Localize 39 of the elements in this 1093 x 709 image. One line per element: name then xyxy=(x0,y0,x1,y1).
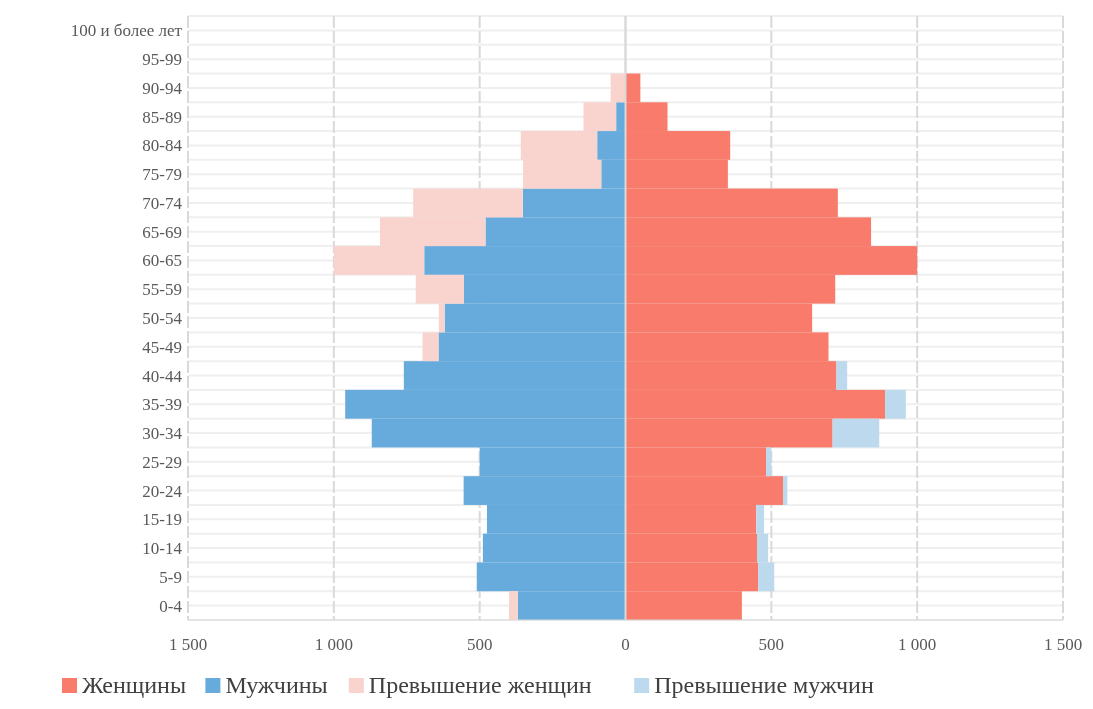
bar xyxy=(509,591,518,620)
y-tick-label: 10-14 xyxy=(142,539,183,559)
y-tick-label: 65-69 xyxy=(142,222,182,242)
y-tick-label: 25-29 xyxy=(142,452,182,472)
x-tick-label: 0 xyxy=(621,635,630,654)
bar xyxy=(885,389,906,419)
bar xyxy=(783,476,788,505)
y-tick-label: 45-49 xyxy=(142,337,182,357)
y-tick-label: 20-24 xyxy=(142,481,183,501)
x-tick-label: 1 500 xyxy=(168,635,208,654)
y-tick-label: 95-99 xyxy=(142,50,182,70)
y-tick-label: 30-34 xyxy=(142,424,183,444)
y-tick-label: 70-74 xyxy=(142,193,183,213)
y-tick-label: 0-4 xyxy=(159,596,183,616)
y-tick-label: 40-44 xyxy=(142,366,183,386)
x-tick-label: 1 000 xyxy=(314,635,353,654)
y-tick-label: 75-79 xyxy=(142,165,182,185)
legend-label: Женщины xyxy=(82,672,187,698)
bar xyxy=(832,418,880,448)
x-tick-label: 500 xyxy=(466,635,493,654)
x-tick-label: 1 500 xyxy=(1043,635,1083,654)
x-tick-label: 1 000 xyxy=(898,635,937,654)
y-tick-label: 15-19 xyxy=(142,510,182,530)
y-tick-label: 50-54 xyxy=(142,309,183,328)
legend-label: Превышение женщин xyxy=(368,672,592,698)
y-tick-label: 80-84 xyxy=(142,136,183,156)
y-tick-label: 35-39 xyxy=(142,395,182,415)
y-tick-label: 60-65 xyxy=(142,251,182,271)
bar xyxy=(422,332,439,362)
bar xyxy=(766,447,772,477)
y-tick-label: 85-89 xyxy=(142,107,182,127)
y-tick-label: 5-9 xyxy=(159,567,182,587)
y-tick-label: 90-94 xyxy=(142,78,183,98)
y-tick-label: 55-59 xyxy=(142,280,182,300)
x-tick-label: 500 xyxy=(758,635,785,654)
y-tick-label: 100 и более лет xyxy=(70,21,183,41)
legend-label: Мужчины xyxy=(225,672,328,698)
legend-label: Превышение мужчин xyxy=(654,672,874,698)
bar xyxy=(836,361,848,390)
